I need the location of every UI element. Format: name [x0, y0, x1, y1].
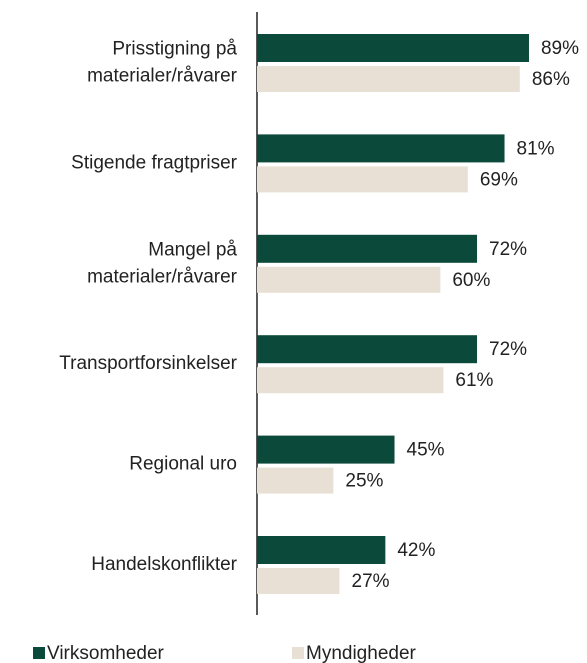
value-label: 42%: [397, 540, 435, 561]
category-label-line: Mangel på: [148, 239, 237, 260]
value-label: 45%: [407, 440, 445, 461]
value-label: 86%: [532, 69, 570, 90]
bar: [257, 234, 478, 263]
value-label: 69%: [480, 169, 518, 190]
value-label: 89%: [541, 38, 579, 59]
category-label: Prisstigning på materialer/råvarer: [87, 39, 238, 87]
bar: [257, 66, 520, 92]
legend-swatch: [292, 647, 304, 659]
value-label: 61%: [455, 370, 493, 391]
category-label: Regional uro: [129, 454, 237, 475]
bar: [257, 34, 529, 62]
legend-swatch: [33, 647, 45, 659]
bar: [257, 536, 386, 564]
value-label: 25%: [345, 471, 383, 492]
value-label: 60%: [452, 270, 490, 291]
category-label: Stigende fragtpriser: [71, 152, 237, 173]
bar: [257, 335, 478, 364]
bar: [257, 568, 340, 594]
category-label: Transportforsinkelser: [59, 353, 237, 374]
legend-label: Myndigheder: [306, 643, 417, 663]
value-label: 72%: [489, 239, 527, 260]
bar: [257, 266, 441, 293]
category-label-line: Prisstigning på: [112, 39, 237, 60]
bar: [257, 166, 468, 193]
value-label: 81%: [517, 138, 555, 159]
value-label: 27%: [352, 571, 390, 592]
value-label: 72%: [489, 339, 527, 360]
category-label-line: materialer/råvarer: [87, 266, 238, 287]
bar: [257, 367, 444, 394]
bar: [257, 134, 505, 163]
bar: [257, 435, 395, 464]
category-label: Mangel på materialer/råvarer: [87, 239, 238, 287]
category-label: Handelskonflikter: [91, 554, 237, 575]
bar: [257, 467, 334, 494]
legend-label: Virksomheder: [47, 643, 165, 663]
category-label-line: materialer/råvarer: [87, 66, 238, 87]
